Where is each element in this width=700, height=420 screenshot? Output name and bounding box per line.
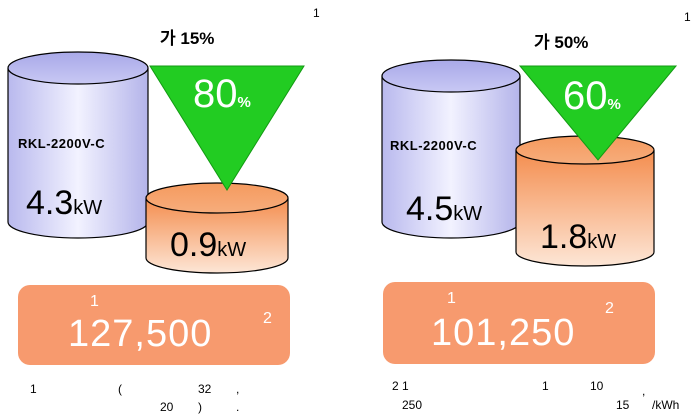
old-power-2: 4.5kW	[406, 192, 482, 226]
reduction-unit-1: %	[237, 94, 251, 111]
new-unit-cylinder-2	[515, 135, 655, 267]
old-power-value-1: 4.3	[26, 184, 74, 222]
footnote-2-part-5: 250	[402, 398, 423, 412]
footnote-2-part-7: /kWh	[652, 398, 680, 412]
cost-value-1: 127,500	[68, 313, 213, 355]
footnote-1-part-5: 20	[160, 400, 174, 414]
old-power-1: 4.3kW	[26, 186, 102, 220]
new-power-2: 1.8kW	[540, 220, 616, 254]
old-power-unit-1: kW	[73, 197, 103, 219]
reduction-value-1: 80	[193, 72, 238, 116]
footnote-2-part-6: 15	[616, 398, 630, 412]
new-power-unit-1: kW	[217, 239, 247, 261]
model-label-1: RKL-2200V-C	[18, 136, 106, 151]
footnote-1-part-7: .	[236, 400, 240, 414]
footnote-1-part-1: 1	[30, 382, 37, 396]
old-unit-cylinder-1	[7, 51, 149, 239]
new-power-value-1: 0.9	[170, 226, 218, 264]
reduction-2: 60%	[563, 76, 621, 116]
footnote-2-part-4: ,	[642, 384, 646, 398]
old-power-unit-2: kW	[453, 203, 483, 225]
reduction-unit-2: %	[607, 96, 621, 113]
new-power-value-2: 1.8	[540, 218, 588, 256]
reduction-1: 80%	[193, 74, 251, 114]
cost-value-2: 101,250	[431, 312, 576, 354]
panel-title-1: 가 15%	[160, 29, 215, 48]
reduction-arrow-2	[518, 65, 678, 161]
new-power-1: 0.9kW	[170, 228, 246, 262]
footnote-2-part-1: 2 1	[392, 379, 409, 393]
reduction-value-2: 60	[563, 74, 608, 118]
panel-title-2: 가 50%	[534, 33, 589, 52]
reduction-arrow-1	[149, 65, 305, 191]
corner-note-2: 1	[684, 10, 691, 24]
new-unit-cylinder-1	[145, 182, 289, 274]
footnote-1-part-6: )	[198, 400, 202, 414]
footnote-2-part-2: 1	[542, 379, 549, 393]
corner-note-1: 1	[313, 6, 320, 20]
cost-box-2: 1 101,250 2	[383, 282, 655, 364]
old-power-value-2: 4.5	[406, 190, 454, 228]
cost-sup-left-2: 1	[447, 290, 456, 307]
cost-sup-right-1: 2	[263, 310, 272, 327]
cost-sup-left-1: 1	[90, 293, 99, 310]
footnote-1-part-4: ,	[236, 382, 240, 396]
cost-box-1: 1 127,500 2	[18, 285, 290, 365]
cost-sup-right-2: 2	[605, 300, 614, 317]
footnote-1-part-2: (	[118, 382, 122, 396]
model-label-2: RKL-2200V-C	[390, 138, 478, 153]
new-power-unit-2: kW	[587, 231, 617, 253]
footnote-2-part-3: 10	[590, 379, 604, 393]
footnote-1-part-3: 32	[198, 382, 212, 396]
old-unit-cylinder-2	[381, 59, 521, 239]
